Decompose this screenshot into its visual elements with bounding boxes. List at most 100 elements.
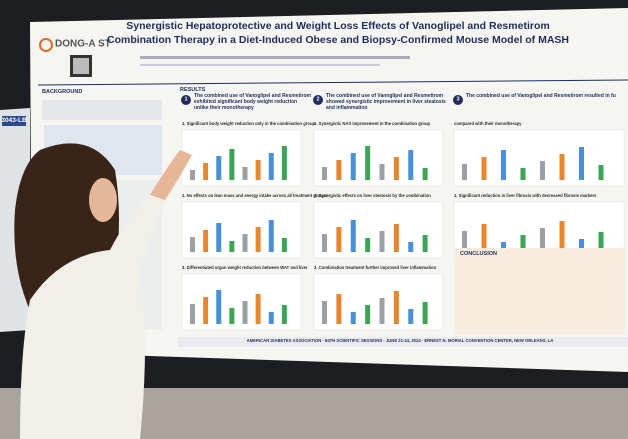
affiliations-line — [140, 64, 380, 66]
figure-bar — [229, 308, 235, 324]
figure-bar — [365, 305, 371, 324]
figure-bar — [242, 301, 248, 324]
figure-bar — [540, 161, 545, 180]
figure-bar — [408, 150, 414, 180]
figure-bar — [520, 168, 526, 180]
qr-inner — [73, 58, 89, 74]
figure-bar — [559, 154, 565, 180]
panel-number: 2 — [316, 97, 319, 103]
figure-bar — [579, 147, 584, 180]
figure-bar — [203, 163, 209, 180]
figure-bar — [336, 160, 342, 180]
figure-bar — [462, 231, 467, 252]
panel-subheading: compared with their monotherapy — [454, 121, 522, 126]
header-rule — [37, 79, 628, 86]
figure-bar — [322, 301, 327, 324]
figure-bar — [268, 220, 274, 252]
figure-bar — [350, 153, 356, 180]
panel-subheading: 3. Differentiated organ weight reduction… — [182, 265, 308, 270]
figure-bar — [216, 223, 222, 252]
logo: DONG-A ST — [55, 38, 111, 49]
figure-bar — [408, 242, 414, 252]
figure-area — [313, 129, 444, 187]
figure-bar — [422, 302, 428, 324]
panel-heading: The combined use of Vanoglipel and Resme… — [326, 93, 446, 111]
panel-subheading: 3. Combination treatment further improve… — [314, 265, 437, 270]
panel-subheading: 2. Synergistic effects on liver steatosi… — [314, 193, 431, 198]
figure-bar — [216, 290, 222, 324]
authors-line — [140, 56, 410, 59]
figure-bar — [336, 227, 342, 252]
panel-heading: The combined use of Vanoglipel and Resme… — [194, 93, 312, 111]
figure-bar — [336, 294, 342, 324]
title-line: Synergistic Hepatoprotective and Weight … — [126, 20, 549, 32]
figure-bar — [379, 298, 385, 324]
conclusion-heading: CONCLUSION — [460, 251, 497, 257]
figure-bar — [540, 228, 545, 252]
figure-bar — [462, 164, 467, 180]
figure-bar — [559, 221, 565, 252]
panel-subheading: 1. Significant reduction in liver fibros… — [454, 193, 597, 198]
background-heading: BACKGROUND — [42, 89, 82, 95]
figure-bar — [216, 156, 222, 180]
figure-bar — [598, 232, 604, 252]
footer-band — [178, 337, 628, 347]
results-heading: RESULTS — [180, 87, 206, 93]
figure-bar — [365, 238, 371, 252]
figure-bar — [255, 227, 261, 252]
figure-bar — [242, 234, 248, 252]
figure-bar — [350, 220, 356, 252]
panel-subheading: 2. No effects on lean mass and energy in… — [182, 193, 328, 198]
figure-bar — [379, 164, 385, 180]
figure-bar — [598, 165, 604, 180]
panel-number-bg — [453, 95, 463, 105]
figure-bar — [501, 150, 506, 180]
figure-bar — [281, 238, 287, 252]
figure-bar — [229, 241, 235, 252]
panel-heading: The combined use of Vanoglipel and Resme… — [466, 93, 616, 99]
figure-bar — [203, 297, 209, 324]
figure-bar — [393, 224, 399, 252]
background-text — [42, 100, 162, 120]
figure-bar — [190, 304, 195, 324]
figure-bar — [408, 309, 414, 324]
figure-bar — [322, 167, 327, 180]
logo-mark — [39, 38, 53, 52]
figure-bar — [281, 146, 287, 180]
panel-number: 1 — [184, 97, 187, 103]
figure-bar — [481, 224, 487, 252]
figure-bar — [190, 237, 195, 252]
figure-bar — [322, 234, 327, 252]
figure-bar — [422, 168, 428, 180]
figure-bar — [190, 170, 195, 180]
figure-bar — [579, 239, 584, 252]
panel-subheading: 1. Synergistic NAS improvement in the co… — [314, 121, 431, 126]
presenter-hand — [150, 150, 192, 200]
board-label: 3043-LB — [1, 117, 27, 124]
figure-bar — [350, 312, 356, 324]
figure-bar — [268, 312, 274, 324]
title-line: Combination Therapy in a Diet-Induced Ob… — [107, 34, 569, 46]
figure-area — [181, 201, 302, 259]
figure-bar — [365, 146, 371, 180]
figure-bar — [379, 231, 385, 252]
presenter-face — [89, 178, 117, 222]
figure-bar — [203, 230, 209, 252]
board-label-bg — [2, 116, 26, 126]
footer: AMERICAN DIABETES ASSOCIATION · 84TH SCI… — [247, 338, 554, 343]
figure-bar — [520, 235, 526, 252]
figure-area — [313, 201, 444, 259]
figure-bar — [268, 153, 274, 180]
panel-subheading: 1. Significant body weight reduction onl… — [182, 121, 316, 126]
figure-bar — [481, 157, 487, 180]
figure-bar — [281, 305, 287, 324]
figure-bar — [422, 235, 428, 252]
panel-number-bg — [181, 95, 191, 105]
figure-area — [181, 273, 302, 331]
figure-bar — [501, 242, 506, 252]
figure-bar — [229, 149, 235, 180]
figure-bar — [393, 157, 399, 180]
panel-number: 3 — [456, 97, 459, 103]
figure-bar — [255, 294, 261, 324]
